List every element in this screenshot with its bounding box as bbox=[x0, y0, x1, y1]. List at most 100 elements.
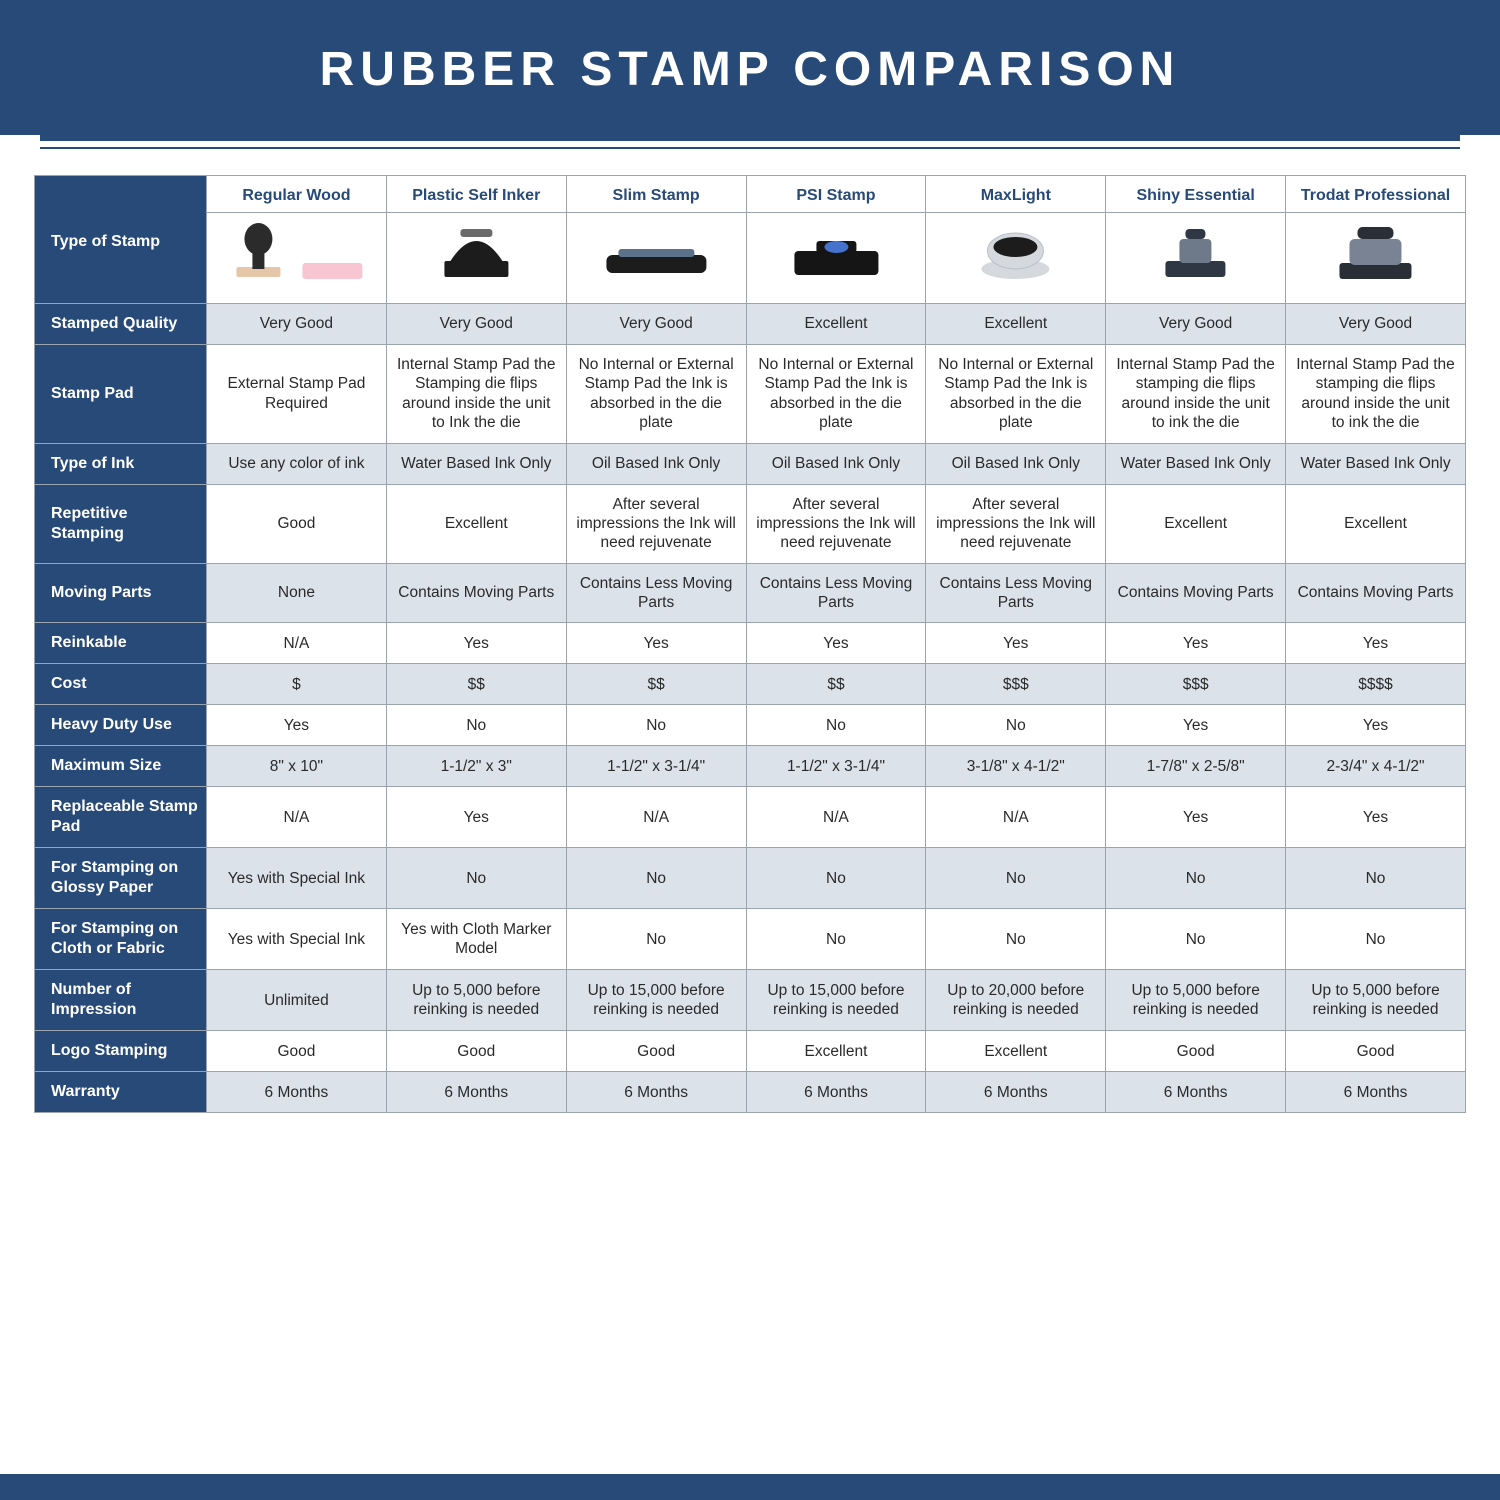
table-cell: Good bbox=[207, 1031, 387, 1072]
table-cell: 1-1/2" x 3-1/4" bbox=[566, 746, 746, 787]
table-cell: After several impressions the Ink will n… bbox=[926, 484, 1106, 563]
table-cell: 6 Months bbox=[746, 1072, 926, 1113]
table-cell: 6 Months bbox=[386, 1072, 566, 1113]
table-cell: Yes with Special Ink bbox=[207, 909, 387, 970]
table-cell: $ bbox=[207, 664, 387, 705]
table-cell: N/A bbox=[566, 787, 746, 848]
table-cell: Contains Moving Parts bbox=[1106, 563, 1286, 623]
table-cell: Excellent bbox=[1106, 484, 1286, 563]
table-cell: Contains Moving Parts bbox=[386, 563, 566, 623]
table-cell: 1-1/2" x 3-1/4" bbox=[746, 746, 926, 787]
row-header: Repetitive Stamping bbox=[35, 484, 207, 563]
col-header: Shiny Essential bbox=[1106, 176, 1286, 213]
table-row: Warranty6 Months6 Months6 Months6 Months… bbox=[35, 1072, 1466, 1113]
row-header: Logo Stamping bbox=[35, 1031, 207, 1072]
table-cell: 8" x 10" bbox=[207, 746, 387, 787]
table-cell: 2-3/4" x 4-1/2" bbox=[1286, 746, 1466, 787]
table-cell: Good bbox=[207, 484, 387, 563]
table-row: Cost$$$$$$$$$$$$$$$$$ bbox=[35, 664, 1466, 705]
col-header: Regular Wood bbox=[207, 176, 387, 213]
slim-stamp-icon bbox=[571, 221, 742, 285]
row-header: Number of Impression bbox=[35, 970, 207, 1031]
table-cell: $$ bbox=[386, 664, 566, 705]
table-cell: Internal Stamp Pad the Stamping die flip… bbox=[386, 345, 566, 444]
table-cell: No bbox=[926, 848, 1106, 909]
row-header: Replaceable Stamp Pad bbox=[35, 787, 207, 848]
row-header: Cost bbox=[35, 664, 207, 705]
table-cell: Very Good bbox=[207, 304, 387, 345]
stamp-icon-cell bbox=[566, 213, 746, 304]
plastic-self-inker-icon bbox=[391, 221, 562, 285]
table-cell: $$ bbox=[746, 664, 926, 705]
table-row: ReinkableN/AYesYesYesYesYesYes bbox=[35, 623, 1466, 664]
comparison-table: Type of Stamp Regular Wood Plastic Self … bbox=[34, 175, 1466, 1113]
corner-header: Type of Stamp bbox=[35, 176, 207, 304]
table-row: Number of ImpressionUnlimitedUp to 5,000… bbox=[35, 970, 1466, 1031]
table-cell: After several impressions the Ink will n… bbox=[746, 484, 926, 563]
table-cell: No bbox=[566, 909, 746, 970]
table-row: Maximum Size8" x 10"1-1/2" x 3"1-1/2" x … bbox=[35, 746, 1466, 787]
table-cell: Contains Less Moving Parts bbox=[566, 563, 746, 623]
table-header-row: Type of Stamp Regular Wood Plastic Self … bbox=[35, 176, 1466, 213]
table-cell: Yes bbox=[1286, 705, 1466, 746]
table-cell: Excellent bbox=[926, 304, 1106, 345]
table-cell: No Internal or External Stamp Pad the In… bbox=[566, 345, 746, 444]
table-cell: Yes bbox=[1106, 623, 1286, 664]
table-cell: $$$ bbox=[1106, 664, 1286, 705]
table-cell: Very Good bbox=[1286, 304, 1466, 345]
table-row: Stamped QualityVery GoodVery GoodVery Go… bbox=[35, 304, 1466, 345]
table-row: Moving PartsNoneContains Moving PartsCon… bbox=[35, 563, 1466, 623]
table-cell: $$$ bbox=[926, 664, 1106, 705]
table-cell: Internal Stamp Pad the stamping die flip… bbox=[1286, 345, 1466, 444]
table-cell: Contains Less Moving Parts bbox=[926, 563, 1106, 623]
table-cell: Excellent bbox=[386, 484, 566, 563]
table-cell: N/A bbox=[207, 787, 387, 848]
table-cell: Yes bbox=[1286, 623, 1466, 664]
row-header: Moving Parts bbox=[35, 563, 207, 623]
table-row: Repetitive StampingGoodExcellentAfter se… bbox=[35, 484, 1466, 563]
row-header: Type of Ink bbox=[35, 443, 207, 484]
table-cell: No bbox=[566, 848, 746, 909]
table-cell: 6 Months bbox=[1286, 1072, 1466, 1113]
row-header: Stamp Pad bbox=[35, 345, 207, 444]
table-cell: After several impressions the Ink will n… bbox=[566, 484, 746, 563]
table-cell: 1-1/2" x 3" bbox=[386, 746, 566, 787]
table-cell: Very Good bbox=[386, 304, 566, 345]
table-cell: No bbox=[746, 909, 926, 970]
table-cell: Good bbox=[1286, 1031, 1466, 1072]
table-cell: Yes bbox=[746, 623, 926, 664]
stamp-icon-cell bbox=[207, 213, 387, 304]
row-header: Stamped Quality bbox=[35, 304, 207, 345]
table-cell: Oil Based Ink Only bbox=[566, 443, 746, 484]
table-cell: Yes bbox=[926, 623, 1106, 664]
table-cell: 1-7/8" x 2-5/8" bbox=[1106, 746, 1286, 787]
table-cell: Water Based Ink Only bbox=[386, 443, 566, 484]
page-title: RUBBER STAMP COMPARISON bbox=[0, 0, 1500, 135]
table-cell: 6 Months bbox=[566, 1072, 746, 1113]
table-image-row bbox=[35, 213, 1466, 304]
table-row: For Stamping on Glossy PaperYes with Spe… bbox=[35, 848, 1466, 909]
table-cell: None bbox=[207, 563, 387, 623]
table-cell: Yes bbox=[1286, 787, 1466, 848]
table-cell: Contains Less Moving Parts bbox=[746, 563, 926, 623]
table-cell: Excellent bbox=[926, 1031, 1106, 1072]
table-cell: No bbox=[746, 705, 926, 746]
table-cell: 3-1/8" x 4-1/2" bbox=[926, 746, 1106, 787]
table-cell: Very Good bbox=[1106, 304, 1286, 345]
col-header: MaxLight bbox=[926, 176, 1106, 213]
row-header: For Stamping on Cloth or Fabric bbox=[35, 909, 207, 970]
footer-band bbox=[0, 1474, 1500, 1500]
table-row: For Stamping on Cloth or FabricYes with … bbox=[35, 909, 1466, 970]
stamp-icon-cell bbox=[1286, 213, 1466, 304]
row-header: Reinkable bbox=[35, 623, 207, 664]
maxlight-icon bbox=[930, 221, 1101, 285]
table-cell: Up to 5,000 before reinking is needed bbox=[1286, 970, 1466, 1031]
table-cell: Up to 15,000 before reinking is needed bbox=[566, 970, 746, 1031]
table-body: Stamped QualityVery GoodVery GoodVery Go… bbox=[35, 304, 1466, 1113]
trodat-professional-icon bbox=[1290, 221, 1461, 285]
table-cell: Water Based Ink Only bbox=[1106, 443, 1286, 484]
table-cell: $$ bbox=[566, 664, 746, 705]
row-header: For Stamping on Glossy Paper bbox=[35, 848, 207, 909]
table-cell: Good bbox=[386, 1031, 566, 1072]
table-cell: Yes bbox=[386, 787, 566, 848]
